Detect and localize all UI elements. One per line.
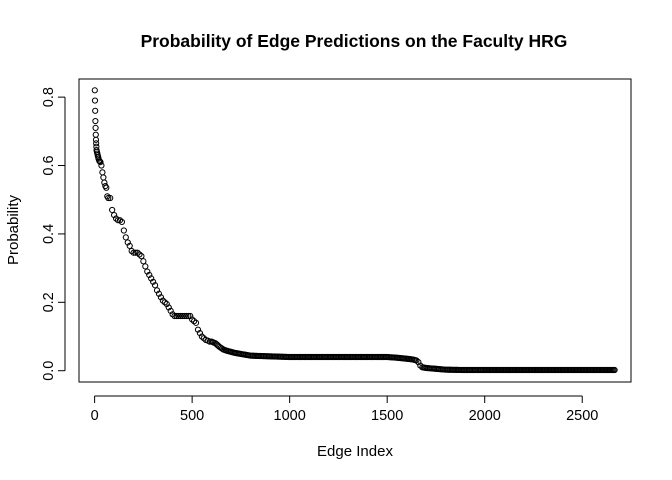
data-point [92, 117, 99, 125]
data-point [101, 179, 108, 186]
data-point [185, 312, 192, 320]
data-point [171, 312, 178, 320]
data-point [98, 162, 105, 169]
data-point [118, 218, 126, 226]
data-point [91, 97, 99, 104]
data-point [92, 124, 99, 132]
chart-title: Probability of Edge Predictions on the F… [141, 31, 568, 51]
data-point [91, 87, 98, 94]
y-axis: 0.0 0.2 0.4 0.6 0.8 [41, 87, 66, 381]
data-point [120, 227, 127, 234]
x-axis-label: Edge Index [317, 443, 393, 460]
data-point [415, 359, 422, 366]
x-tick-label: 1500 [371, 408, 403, 424]
data-point [92, 131, 99, 138]
data-point [159, 297, 166, 304]
data-point [142, 263, 149, 270]
data-point [181, 312, 188, 320]
y-tick-label: 0.8 [41, 87, 57, 107]
data-point [138, 253, 145, 260]
data-point [155, 290, 163, 297]
data-point [151, 282, 159, 289]
data-point [157, 294, 165, 301]
data-point [187, 312, 194, 320]
data-point [92, 136, 100, 143]
data-point [173, 312, 180, 320]
x-tick-label: 2000 [469, 408, 501, 424]
data-point [198, 333, 205, 340]
data-point [126, 242, 133, 249]
data-point [161, 299, 168, 306]
data-point [153, 287, 161, 294]
data-point [136, 251, 143, 258]
y-tick-label: 0.0 [41, 361, 57, 381]
y-tick-label: 0.4 [41, 224, 57, 244]
data-point [611, 366, 618, 374]
data-point [107, 194, 114, 202]
data-point [177, 312, 184, 320]
data-point [150, 278, 157, 285]
data-point [124, 239, 131, 246]
data-point [163, 300, 170, 308]
data-point [148, 275, 155, 282]
data-point [146, 271, 153, 279]
plot-frame [78, 78, 632, 383]
data-point [105, 194, 112, 202]
data-point [114, 217, 122, 224]
data-point [144, 268, 151, 275]
data-point [192, 319, 200, 326]
data-point [140, 258, 147, 265]
data-point [132, 249, 139, 256]
data-point [128, 247, 135, 255]
data-point [167, 307, 174, 314]
data-point [169, 311, 176, 318]
data-point [103, 184, 110, 191]
data-point [183, 312, 190, 320]
y-tick-label: 0.2 [41, 292, 57, 312]
data-point [111, 212, 118, 219]
data-points [91, 87, 618, 374]
data-point [165, 304, 172, 311]
data-point [112, 215, 120, 222]
data-point [100, 174, 107, 181]
data-point [190, 318, 198, 325]
data-point [122, 234, 129, 241]
data-point [116, 217, 124, 224]
x-tick-label: 1000 [274, 408, 306, 424]
x-axis: 0 500 1000 1500 2000 2500 [91, 395, 598, 424]
data-point [413, 357, 420, 364]
data-point [194, 326, 202, 333]
data-point [130, 249, 137, 256]
y-tick-label: 0.6 [41, 155, 57, 175]
data-point [189, 316, 196, 323]
data-point [97, 159, 104, 166]
data-point [109, 206, 116, 214]
y-axis-label: Probability [5, 194, 22, 265]
data-point [134, 249, 141, 256]
x-tick-label: 0 [91, 408, 99, 424]
x-tick-label: 2500 [566, 408, 598, 424]
x-tick-label: 500 [180, 408, 204, 424]
data-point [179, 312, 186, 320]
data-point [99, 169, 106, 176]
data-point [92, 107, 99, 114]
data-point [93, 140, 100, 147]
data-point [175, 312, 182, 320]
data-point [196, 330, 204, 337]
